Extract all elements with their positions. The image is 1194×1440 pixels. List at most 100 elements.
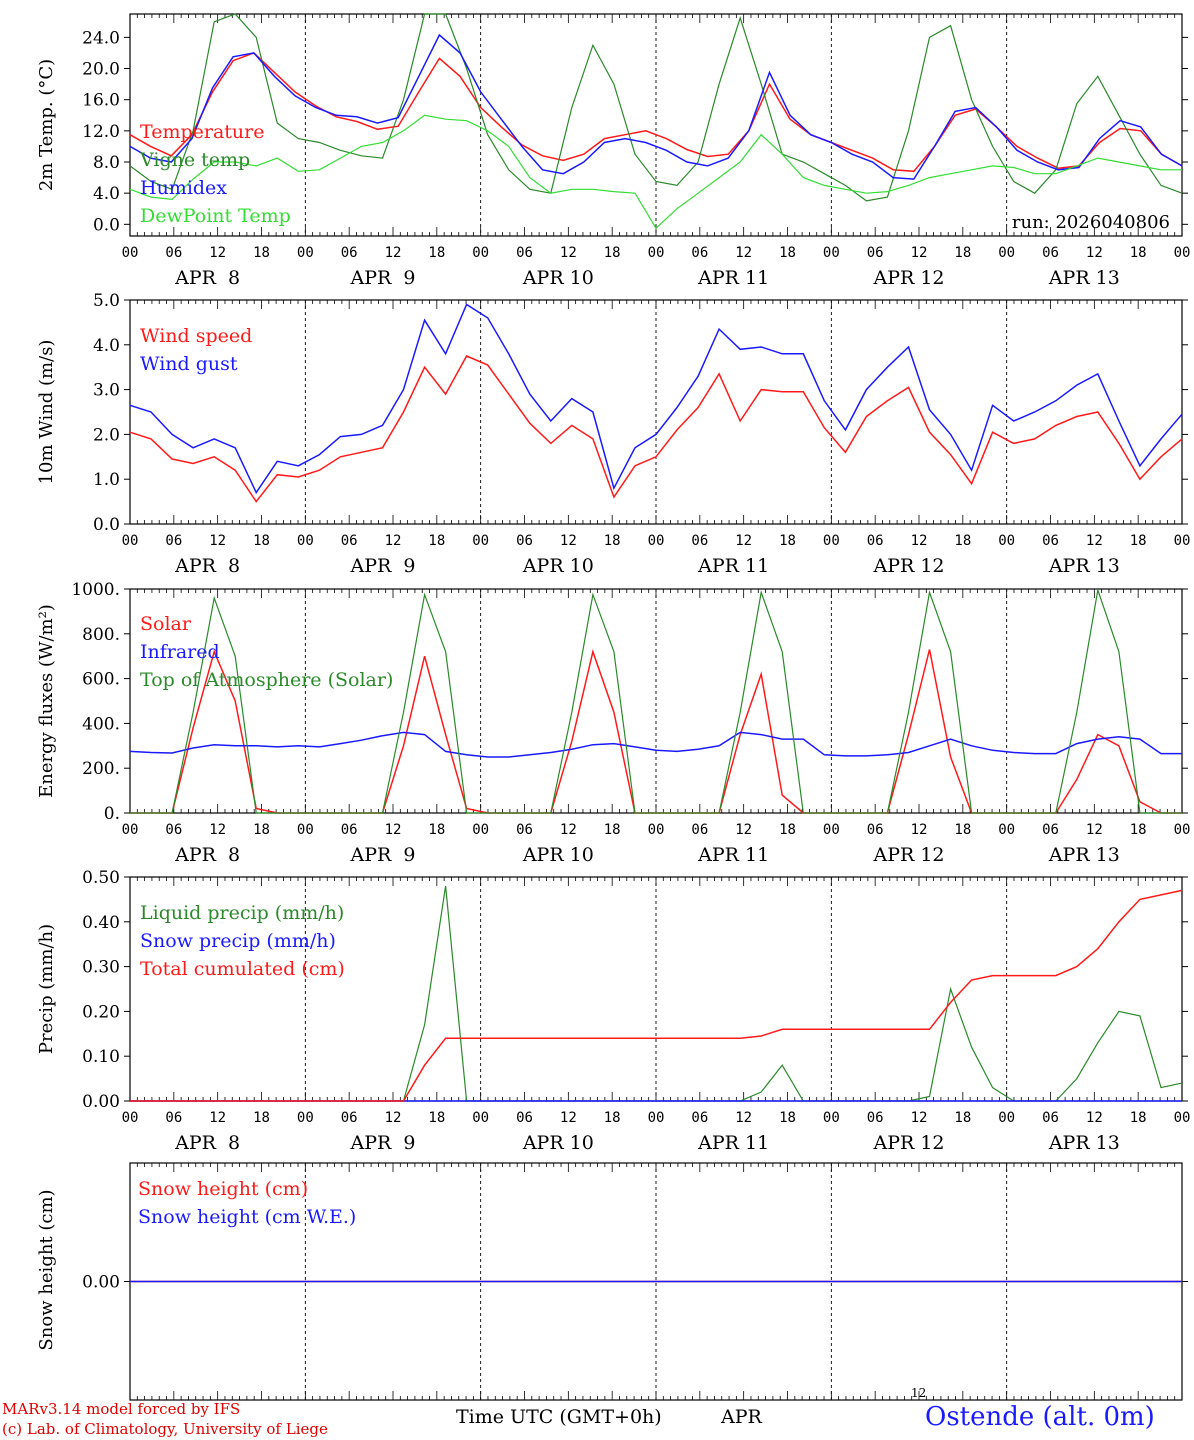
y-tick-label: 16.0: [82, 91, 120, 111]
x-hour-label: 18: [604, 533, 621, 549]
x-day-label: APR 10: [522, 555, 594, 577]
y-tick-label: 8.0: [93, 153, 120, 173]
x-hour-label: 00: [648, 1110, 665, 1126]
x-hour-label: 12: [1086, 533, 1103, 549]
x-hour-label: 18: [253, 245, 270, 261]
x-day-label: APR 9: [350, 267, 416, 289]
x-hour-label: 12: [209, 1110, 226, 1126]
x-hour-label: 12: [209, 822, 226, 838]
x-hour-label: 18: [954, 822, 971, 838]
legend-entry: Wind speed: [140, 325, 252, 347]
x-hour-label: 12: [385, 245, 402, 261]
x-day-label: APR 11: [697, 844, 769, 866]
legend-entry: DewPoint Temp: [140, 205, 291, 227]
x-hour-label: 06: [1042, 533, 1059, 549]
series-line-infrared: [129, 731, 1182, 758]
x-hour-label: 00: [998, 822, 1015, 838]
x-hour-label: 12: [1086, 822, 1103, 838]
x-hour-label: 00: [122, 245, 139, 261]
y-tick-label: 0.10: [82, 1047, 120, 1067]
y-tick-label: 12.0: [82, 122, 120, 142]
month-label: APR: [721, 1406, 762, 1428]
x-hour-label: 12: [560, 1110, 577, 1126]
x-day-label: APR 11: [697, 267, 769, 289]
x-hour-label: 06: [867, 245, 884, 261]
x-day-label: APR 9: [350, 844, 416, 866]
y-tick-label: 200.: [82, 759, 120, 779]
series-line-dewpoint-temp: [129, 114, 1182, 230]
y-tick-label: 4.0: [93, 336, 120, 356]
x-day-label: APR 11: [697, 1132, 769, 1154]
y-tick-label: 0.30: [82, 958, 120, 978]
x-hour-label: 12: [385, 822, 402, 838]
x-hour-label: 06: [165, 245, 182, 261]
x-hour-label: 18: [779, 533, 796, 549]
x-hour-label: 18: [1130, 245, 1147, 261]
x-hour-label: 12: [560, 533, 577, 549]
x-hour-label: 06: [1042, 1110, 1059, 1126]
y-axis-label: Snow height (cm): [36, 1189, 57, 1350]
x-hour-label: 12: [735, 1110, 752, 1126]
series-line-wind-speed: [129, 355, 1183, 503]
x-hour-label: 12: [735, 822, 752, 838]
y-tick-label: 0.0: [93, 215, 120, 235]
x-hour-label: 00: [472, 1110, 489, 1126]
legend-entry: Snow height (cm): [138, 1178, 308, 1200]
x-hour-label: 06: [867, 533, 884, 549]
x-hour-label: 12: [560, 822, 577, 838]
legend-entry: Humidex: [140, 177, 227, 199]
x-hour-label: 00: [297, 1110, 314, 1126]
y-axis-label: Energy fluxes (W/m²): [36, 604, 57, 798]
x-hour-label: 12: [911, 1110, 928, 1126]
legend-entry: Wind gust: [140, 353, 238, 375]
y-axis-label: 2m Temp. (°C): [36, 59, 57, 191]
y-tick-label: 400.: [82, 714, 120, 734]
x-hour-label: 00: [998, 1110, 1015, 1126]
y-tick-label: 0.: [104, 804, 120, 824]
x-hour-label: 00: [1174, 245, 1191, 261]
x-hour-label: 06: [341, 533, 358, 549]
series-line-wind-gust: [129, 303, 1183, 495]
legend-entry: Top of Atmosphere (Solar): [140, 669, 393, 691]
x-hour-label: 06: [341, 1110, 358, 1126]
x-hour-label: 18: [954, 245, 971, 261]
x-day-label: APR 8: [174, 1132, 240, 1154]
x-hour-label: 06: [867, 822, 884, 838]
x-hour-label: 12: [911, 245, 928, 261]
x-day-label: APR 10: [522, 267, 594, 289]
x-hour-label: 06: [516, 1110, 533, 1126]
x-hour-label: 18: [779, 245, 796, 261]
x-day-label: APR 13: [1048, 1132, 1120, 1154]
x-hour-label: 06: [516, 533, 533, 549]
run-label: run: 2026040806: [1012, 212, 1170, 233]
x-hour-label: 18: [428, 1110, 445, 1126]
x-hour-label: 00: [122, 822, 139, 838]
x-day-label: APR 9: [350, 1132, 416, 1154]
x-hour-label: 18: [253, 822, 270, 838]
legend-entry: Infrared: [140, 641, 220, 663]
series-line-temperature: [129, 52, 1183, 173]
time-axis-label: Time UTC (GMT+0h): [456, 1406, 662, 1428]
x-day-label: APR 8: [174, 267, 240, 289]
x-hour-label: 18: [954, 533, 971, 549]
y-tick-label: 1.0: [93, 470, 120, 490]
x-hour-label: 18: [1130, 1110, 1147, 1126]
y-tick-label: 0.50: [82, 868, 120, 888]
x-day-label: APR 12: [872, 267, 944, 289]
y-tick-label: 0.40: [82, 913, 120, 933]
x-hour-label: 00: [472, 245, 489, 261]
x-hour-label: 18: [253, 1110, 270, 1126]
legend-entry: Vigne temp: [139, 149, 250, 171]
x-hour-label: 00: [823, 245, 840, 261]
series-line-vigne-temp: [129, 13, 1183, 202]
x-hour-label: 18: [954, 1110, 971, 1126]
small-day-label: 12: [911, 1386, 927, 1400]
x-hour-label: 18: [428, 245, 445, 261]
x-hour-label: 06: [165, 822, 182, 838]
x-day-label: APR 13: [1048, 844, 1120, 866]
x-hour-label: 00: [1174, 533, 1191, 549]
x-hour-label: 00: [823, 1110, 840, 1126]
x-hour-label: 12: [385, 533, 402, 549]
x-hour-label: 12: [209, 245, 226, 261]
x-hour-label: 18: [1130, 533, 1147, 549]
